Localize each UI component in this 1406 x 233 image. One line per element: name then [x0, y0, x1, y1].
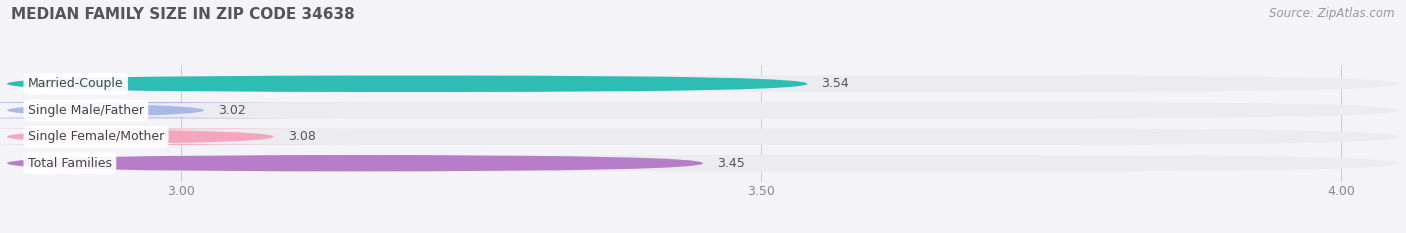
FancyBboxPatch shape: [7, 129, 1399, 145]
FancyBboxPatch shape: [7, 102, 1399, 118]
Text: 3.08: 3.08: [288, 130, 315, 143]
FancyBboxPatch shape: [7, 75, 807, 92]
FancyBboxPatch shape: [7, 155, 1399, 171]
Text: Single Female/Mother: Single Female/Mother: [28, 130, 165, 143]
Text: 3.02: 3.02: [218, 104, 246, 117]
Text: Married-Couple: Married-Couple: [28, 77, 124, 90]
Text: 3.54: 3.54: [821, 77, 849, 90]
FancyBboxPatch shape: [7, 75, 1399, 92]
Text: 3.45: 3.45: [717, 157, 745, 170]
Text: Total Families: Total Families: [28, 157, 112, 170]
Text: Source: ZipAtlas.com: Source: ZipAtlas.com: [1270, 7, 1395, 20]
FancyBboxPatch shape: [7, 155, 703, 171]
Text: Single Male/Father: Single Male/Father: [28, 104, 143, 117]
FancyBboxPatch shape: [0, 129, 367, 145]
Text: MEDIAN FAMILY SIZE IN ZIP CODE 34638: MEDIAN FAMILY SIZE IN ZIP CODE 34638: [11, 7, 354, 22]
FancyBboxPatch shape: [0, 102, 367, 118]
